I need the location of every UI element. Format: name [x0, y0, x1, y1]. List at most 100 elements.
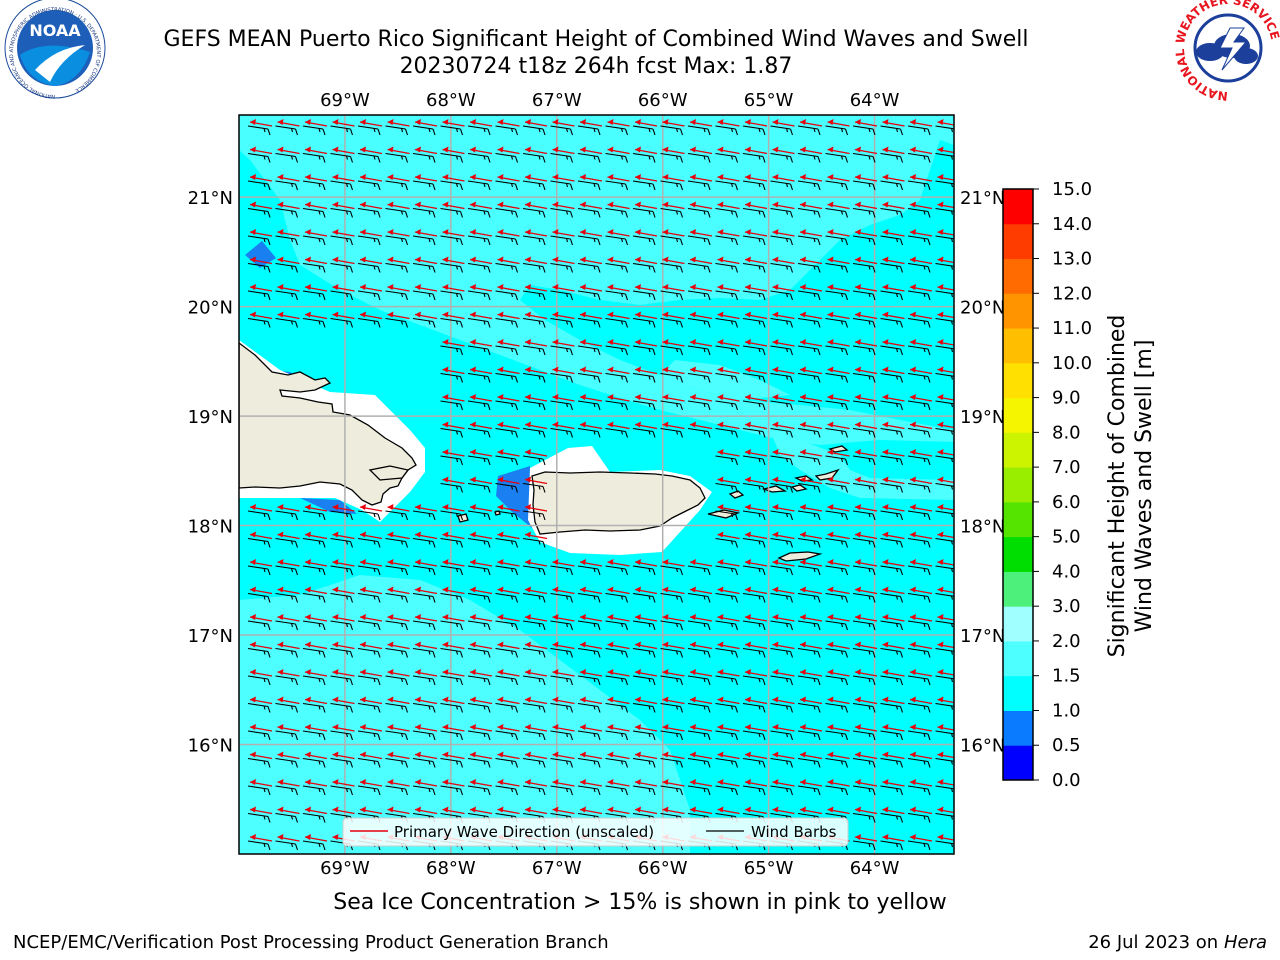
wind-barb-flag	[844, 376, 849, 383]
wave-arrow-head	[855, 256, 861, 263]
wind-barb-flag	[762, 541, 766, 548]
wind-barb-flag	[840, 293, 844, 298]
wave-arrow-head	[827, 669, 834, 675]
wave-arrow-head	[525, 476, 531, 483]
wind-barb	[660, 785, 681, 790]
wind-barb	[550, 290, 571, 295]
wind-barb	[770, 207, 791, 213]
wind-barb-flag	[428, 650, 431, 655]
wind-barb-flag	[950, 183, 954, 188]
wind-barb-flag	[813, 540, 816, 545]
wind-barb-flag	[872, 706, 876, 713]
wind-barb-flag	[707, 321, 711, 328]
wind-barb	[357, 537, 379, 543]
chart-title: GEFS MEAN Puerto Rico Significant Height…	[163, 27, 1029, 52]
wave-arrow-head	[332, 669, 339, 675]
wave-arrow-head	[607, 559, 614, 565]
lat-label-right: 17°N	[960, 626, 1005, 647]
wind-barb-flag	[345, 568, 349, 573]
wind-barb	[935, 592, 954, 597]
wind-barb-flag	[373, 568, 376, 573]
wind-barb-flag	[872, 128, 876, 136]
wind-barb-flag	[428, 155, 431, 160]
wind-barb	[440, 592, 461, 598]
wave-arrow-head	[607, 119, 614, 125]
wind-barb-flag	[514, 568, 519, 576]
wind-barb-flag	[597, 761, 601, 768]
wind-barb	[687, 620, 709, 625]
wave-arrow-head	[690, 311, 696, 318]
wind-barb-flag	[840, 595, 844, 600]
wind-barb-flag	[597, 651, 601, 658]
wind-barb-flag	[400, 293, 404, 298]
wind-barb-flag	[868, 843, 871, 848]
wave-arrow-head	[745, 586, 751, 593]
wind-barb-flag	[290, 320, 294, 325]
wind-barb-flag	[923, 265, 926, 270]
wave-arrow-head	[717, 614, 724, 620]
wind-barb-flag	[758, 430, 761, 435]
wind-barb-flag	[758, 293, 761, 298]
wind-barb-flag	[758, 705, 761, 710]
wind-barb-flag	[483, 623, 486, 628]
wind-barb-flag	[868, 155, 871, 160]
wave-arrow-head	[772, 119, 779, 125]
wave-arrow-head	[277, 174, 284, 180]
wave-arrow-head	[607, 669, 614, 675]
lon-label-bottom: 64°W	[850, 858, 900, 879]
wind-barb-flag	[565, 183, 569, 188]
wind-barb-flag	[785, 210, 789, 215]
wind-barb	[907, 180, 929, 185]
colorbar-frame	[1002, 188, 1034, 781]
wind-barb-flag	[290, 128, 294, 133]
wave-arrow-head	[332, 119, 339, 125]
wave-arrow-head	[360, 586, 366, 593]
wave-arrow-head	[277, 119, 284, 125]
wind-barb-flag	[734, 761, 739, 768]
wave-arrow-head	[525, 421, 531, 428]
wind-barb-flag	[762, 183, 766, 191]
wind-barb-flag	[294, 706, 299, 713]
wind-barb	[935, 812, 954, 817]
wind-barb-flag	[840, 128, 844, 133]
wind-barb-flag	[483, 458, 486, 463]
wind-barb-flag	[267, 183, 271, 191]
wind-barb-flag	[569, 156, 574, 163]
wind-barb-flag	[428, 320, 431, 325]
wind-barb	[632, 812, 654, 818]
wave-arrow-head	[937, 449, 944, 455]
wave-arrow-head	[662, 394, 669, 400]
wind-barb-flag	[565, 595, 569, 600]
wind-barb-flag	[455, 348, 459, 353]
wave-arrow-head	[772, 339, 779, 345]
colorbar-tick-label: 11.0	[1052, 318, 1092, 339]
wave-arrow-head	[552, 146, 559, 153]
wind-barb-flag	[597, 431, 601, 438]
wind-barb-flag	[789, 596, 794, 603]
wind-barb-flag	[345, 540, 349, 545]
wave-arrow-head	[525, 669, 531, 675]
wave-arrow-head	[937, 724, 944, 730]
wind-barb	[330, 235, 351, 240]
wind-barb	[852, 290, 874, 295]
wind-barb-flag	[400, 760, 404, 765]
wave-arrow-head	[607, 201, 614, 208]
wind-barb-flag	[345, 788, 349, 793]
wind-barb-flag	[400, 623, 404, 628]
wave-arrow-head	[745, 559, 751, 565]
wind-barb	[687, 262, 709, 268]
wind-barb-flag	[758, 540, 761, 545]
wind-barb	[440, 125, 461, 130]
wave-arrow-head	[717, 586, 724, 593]
wind-barb-flag	[956, 267, 958, 273]
wind-barb-flag	[510, 430, 514, 435]
wave-arrow-head	[855, 421, 861, 428]
wind-barb	[825, 235, 846, 240]
mona-land	[457, 513, 469, 523]
wind-barb-flag	[844, 678, 849, 686]
wave-arrow-head	[882, 119, 889, 125]
wind-barb	[412, 152, 434, 158]
wind-barb-flag	[267, 678, 271, 686]
wind-barb	[550, 235, 571, 240]
wind-barb-flag	[318, 155, 321, 160]
